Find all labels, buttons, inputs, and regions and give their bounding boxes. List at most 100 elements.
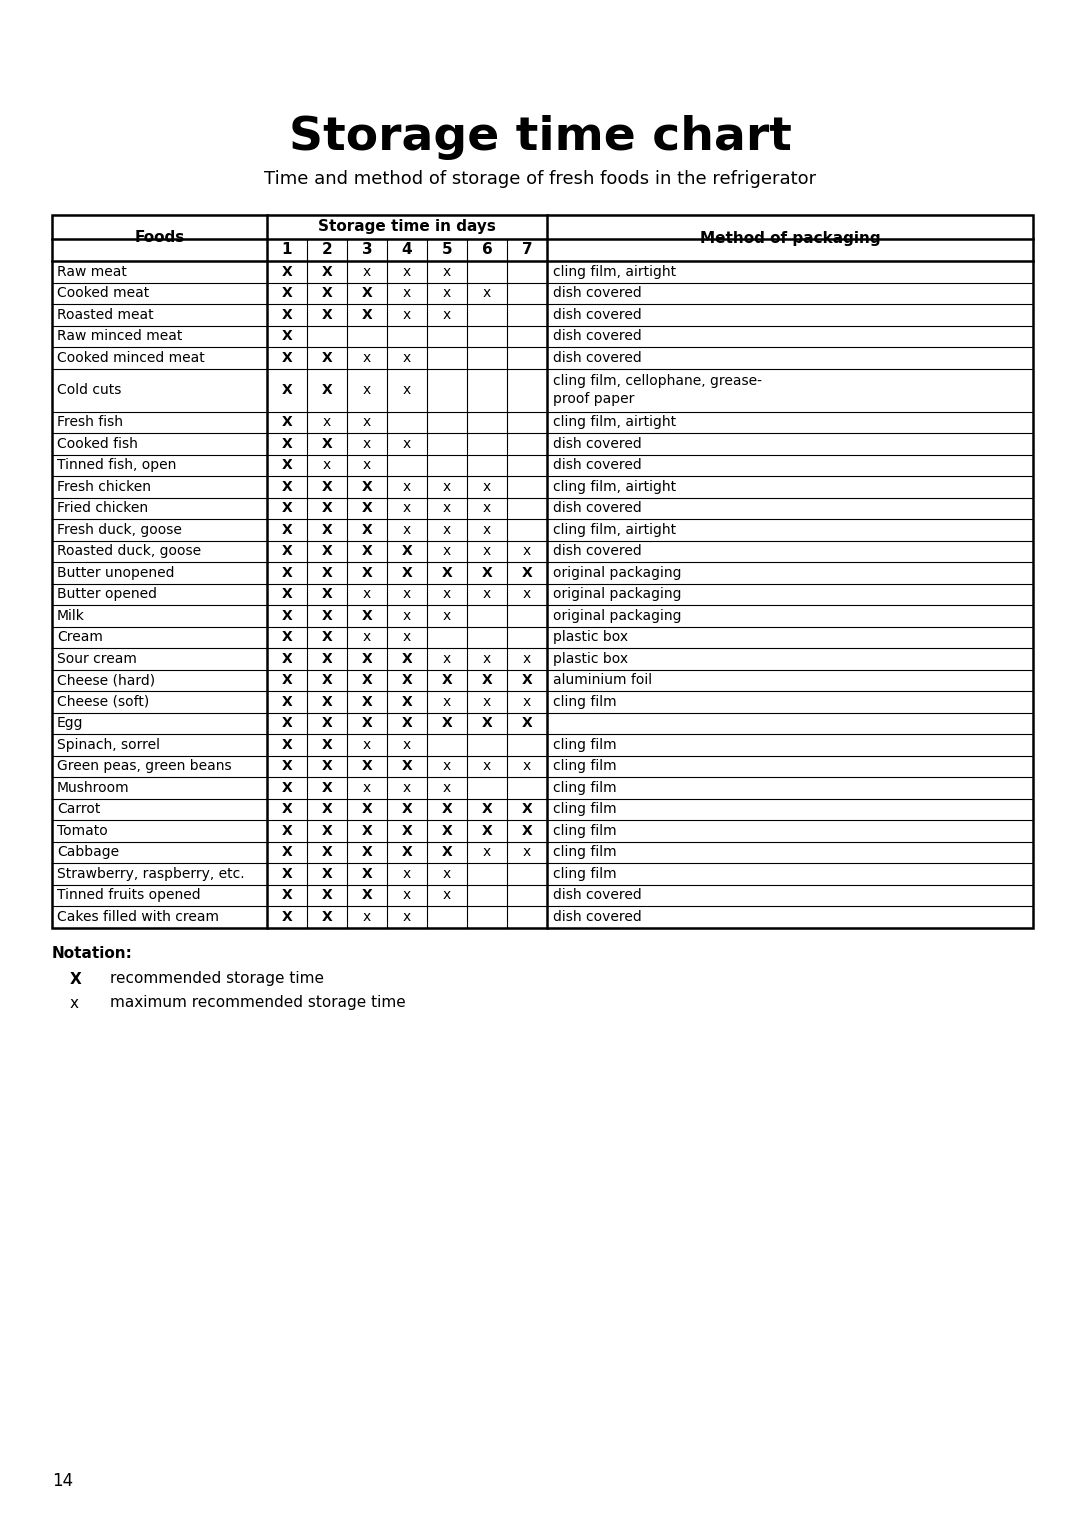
Text: X: X (362, 695, 373, 709)
Text: x: x (403, 384, 411, 397)
Text: Cakes filled with cream: Cakes filled with cream (57, 909, 219, 924)
Text: Tinned fruits opened: Tinned fruits opened (57, 888, 201, 902)
Text: X: X (482, 717, 492, 730)
Text: X: X (402, 695, 413, 709)
Text: Fried chicken: Fried chicken (57, 501, 148, 515)
Text: cling film: cling film (553, 824, 617, 837)
Text: 1: 1 (282, 243, 293, 258)
Text: X: X (522, 717, 532, 730)
Text: 2: 2 (322, 243, 333, 258)
Text: dish covered: dish covered (553, 307, 642, 322)
Text: x: x (363, 264, 372, 278)
Text: x: x (403, 781, 411, 795)
Text: dish covered: dish covered (553, 329, 642, 344)
Text: X: X (282, 909, 293, 924)
Text: Tinned fish, open: Tinned fish, open (57, 458, 176, 472)
Text: plastic box: plastic box (553, 630, 629, 645)
Text: Storage time chart: Storage time chart (288, 115, 792, 160)
Text: x: x (403, 523, 411, 536)
Text: X: X (282, 286, 293, 299)
Text: X: X (282, 781, 293, 795)
Text: x: x (523, 652, 531, 666)
Text: original packaging: original packaging (553, 587, 681, 601)
Text: x: x (403, 866, 411, 880)
Text: Raw minced meat: Raw minced meat (57, 329, 183, 344)
Text: X: X (322, 264, 333, 278)
Text: X: X (282, 695, 293, 709)
Text: X: X (442, 824, 453, 837)
Text: X: X (322, 888, 333, 902)
Text: x: x (443, 652, 451, 666)
Text: x: x (523, 544, 531, 558)
Text: X: X (282, 264, 293, 278)
Text: Fresh duck, goose: Fresh duck, goose (57, 523, 181, 536)
Text: X: X (322, 587, 333, 601)
Text: X: X (442, 802, 453, 816)
Text: Green peas, green beans: Green peas, green beans (57, 759, 231, 773)
Text: X: X (322, 866, 333, 880)
Text: x: x (443, 759, 451, 773)
Text: Method of packaging: Method of packaging (700, 231, 880, 246)
Text: Cooked fish: Cooked fish (57, 437, 138, 451)
Text: cling film, airtight: cling film, airtight (553, 480, 676, 494)
Text: x: x (443, 866, 451, 880)
Text: X: X (322, 824, 333, 837)
Text: cling film: cling film (553, 845, 617, 859)
Text: X: X (362, 307, 373, 322)
Text: X: X (442, 674, 453, 688)
Text: X: X (282, 824, 293, 837)
Text: X: X (322, 565, 333, 579)
Text: x: x (363, 587, 372, 601)
Text: X: X (322, 674, 333, 688)
Text: Butter unopened: Butter unopened (57, 565, 175, 579)
Text: X: X (322, 437, 333, 451)
Text: X: X (362, 824, 373, 837)
Text: X: X (282, 329, 293, 344)
Text: X: X (402, 674, 413, 688)
Text: Notation:: Notation: (52, 946, 133, 961)
Text: X: X (522, 802, 532, 816)
Text: cling film: cling film (553, 781, 617, 795)
Text: X: X (282, 802, 293, 816)
Text: cling film, cellophane, grease-: cling film, cellophane, grease- (553, 374, 762, 388)
Text: x: x (403, 587, 411, 601)
Text: x: x (483, 480, 491, 494)
Text: aluminium foil: aluminium foil (553, 674, 652, 688)
Text: X: X (322, 845, 333, 859)
Text: dish covered: dish covered (553, 909, 642, 924)
Text: X: X (282, 866, 293, 880)
Text: x: x (443, 544, 451, 558)
Text: X: X (282, 437, 293, 451)
Text: 6: 6 (482, 243, 492, 258)
Text: x: x (443, 608, 451, 623)
Text: X: X (362, 523, 373, 536)
Text: X: X (402, 717, 413, 730)
Text: X: X (282, 416, 293, 429)
Text: recommended storage time: recommended storage time (110, 972, 324, 987)
Text: Cooked meat: Cooked meat (57, 286, 149, 299)
Text: x: x (403, 264, 411, 278)
Text: X: X (402, 802, 413, 816)
Text: X: X (322, 630, 333, 645)
Text: x: x (483, 523, 491, 536)
Text: dish covered: dish covered (553, 351, 642, 365)
Text: X: X (322, 384, 333, 397)
Text: X: X (482, 802, 492, 816)
Text: X: X (282, 587, 293, 601)
Text: X: X (282, 384, 293, 397)
Text: Milk: Milk (57, 608, 85, 623)
Text: X: X (482, 674, 492, 688)
Text: X: X (362, 608, 373, 623)
Text: x: x (523, 587, 531, 601)
Text: X: X (522, 565, 532, 579)
Text: X: X (362, 845, 373, 859)
Text: x: x (403, 501, 411, 515)
Text: Cheese (soft): Cheese (soft) (57, 695, 149, 709)
Text: original packaging: original packaging (553, 565, 681, 579)
Text: x: x (363, 437, 372, 451)
Text: x: x (403, 286, 411, 299)
Text: X: X (322, 307, 333, 322)
Text: 4: 4 (402, 243, 413, 258)
Text: x: x (403, 888, 411, 902)
Text: x: x (523, 695, 531, 709)
